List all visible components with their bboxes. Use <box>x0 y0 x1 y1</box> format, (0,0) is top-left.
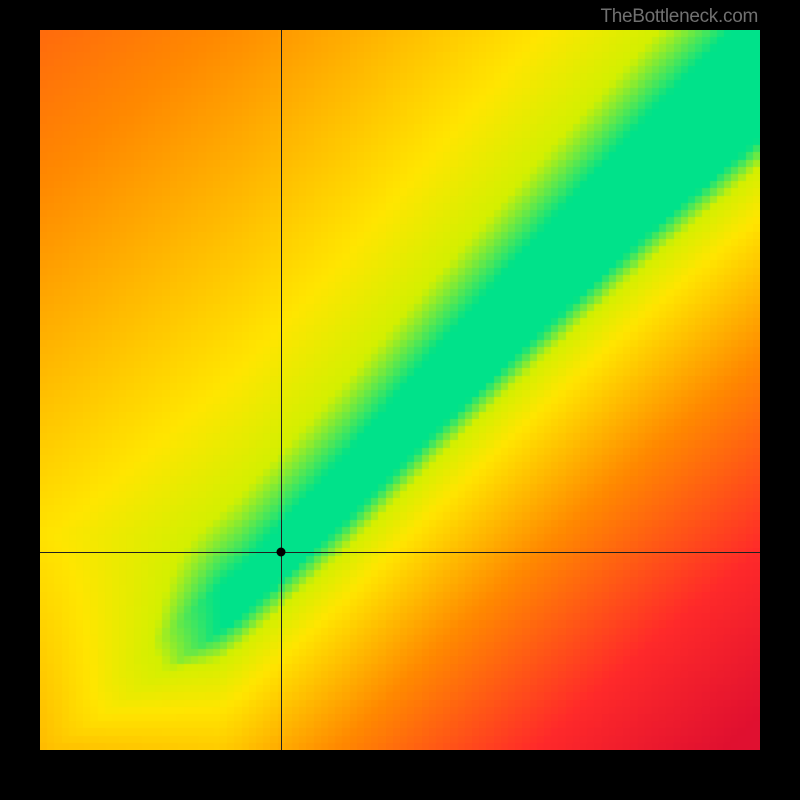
crosshair-vertical <box>281 30 282 750</box>
bottleneck-heatmap <box>40 30 760 750</box>
watermark: TheBottleneck.com <box>600 6 758 28</box>
heatmap-canvas <box>40 30 760 750</box>
selection-marker <box>277 548 286 557</box>
crosshair-horizontal <box>40 552 760 553</box>
